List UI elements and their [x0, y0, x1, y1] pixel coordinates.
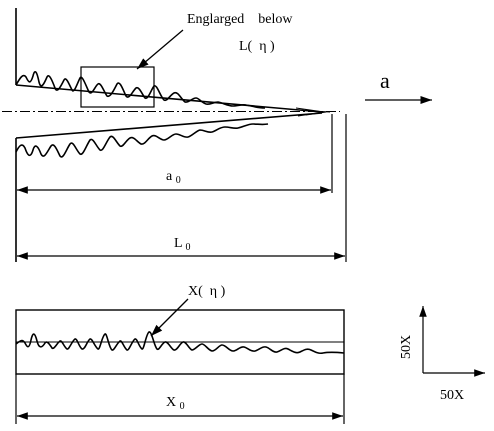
- crack-specimen: [2, 8, 347, 262]
- scale-indicator: [419, 306, 485, 377]
- a0-label: a 0: [166, 169, 181, 186]
- l0-label-main: L: [174, 236, 182, 251]
- l-eta-label: L( η ): [239, 39, 275, 54]
- x0-label: X 0: [166, 395, 185, 412]
- x0-label-main: X: [166, 395, 176, 410]
- l0-label: L 0: [174, 236, 191, 253]
- scale-x-label: 50X: [440, 388, 464, 403]
- x-eta-label: X( η ): [188, 284, 226, 299]
- crack-lower-flank: [15, 112, 323, 139]
- x-eta-callout-arrow: [150, 298, 189, 337]
- upper-rough-surface: [15, 70, 266, 109]
- enlarged-below-label: Englarged below: [187, 12, 293, 27]
- enlarge-callout-arrow: [136, 29, 184, 70]
- lower-rough-surface: [15, 123, 269, 158]
- enlarged-profile: [15, 309, 345, 424]
- a-direction-label: a: [380, 68, 390, 93]
- x0-label-sub: 0: [180, 401, 185, 412]
- scale-y-label: 50X: [399, 335, 414, 359]
- enlarged-region-box: [80, 66, 155, 108]
- a0-label-sub: 0: [176, 175, 181, 186]
- l0-label-sub: 0: [186, 242, 191, 253]
- a0-label-main: a: [166, 169, 173, 184]
- enlarged-rough-profile: [15, 331, 345, 355]
